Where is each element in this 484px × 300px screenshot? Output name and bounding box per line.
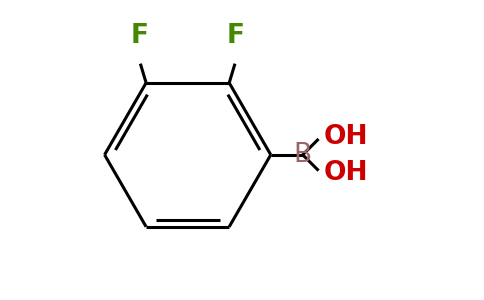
Text: B: B — [294, 142, 312, 168]
Text: F: F — [227, 23, 244, 49]
Text: OH: OH — [324, 160, 368, 186]
Text: F: F — [131, 23, 149, 49]
Text: OH: OH — [324, 124, 368, 150]
